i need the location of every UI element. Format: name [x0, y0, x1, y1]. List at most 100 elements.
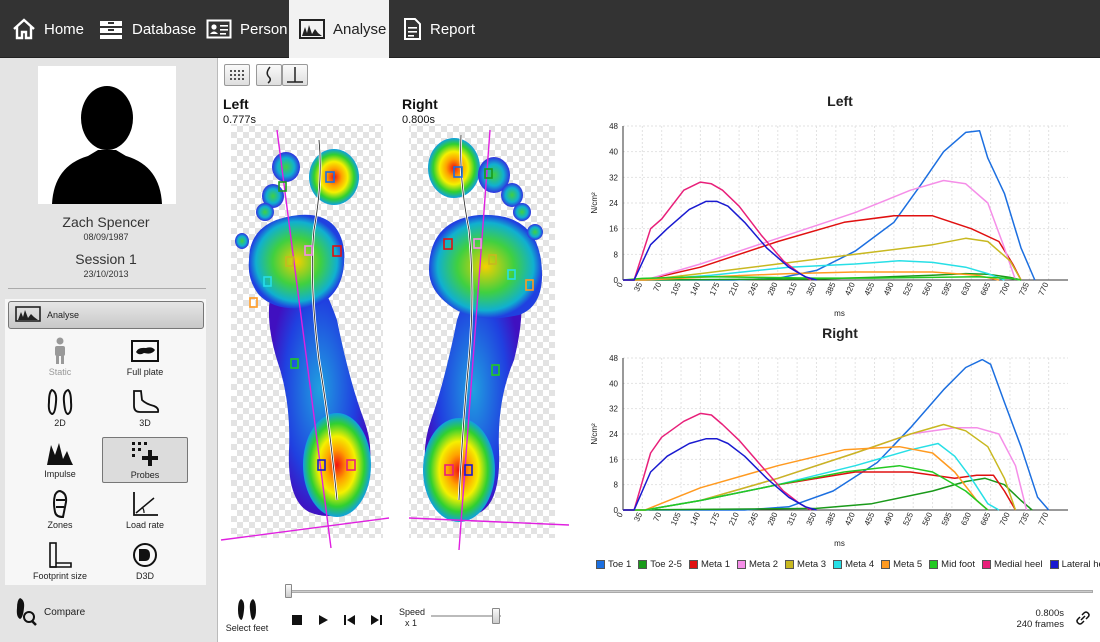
next-frame-button[interactable]	[369, 613, 383, 625]
x-tick-label: 210	[727, 281, 741, 297]
series-line-lateral-heel	[623, 438, 817, 511]
y-tick-label: 32	[609, 173, 618, 182]
tab-analyse[interactable]: Analyse	[289, 0, 389, 58]
speed-slider[interactable]	[431, 608, 501, 624]
tab-report-label: Report	[430, 20, 476, 38]
tool-zones-label: Zones	[47, 520, 73, 530]
playback-frames: 240 frames	[1016, 619, 1064, 630]
x-axis-label: ms	[834, 539, 845, 548]
right-foot-title: Right	[402, 96, 438, 112]
legend-swatch	[881, 560, 891, 569]
axis-button[interactable]	[282, 64, 308, 86]
tab-report[interactable]: Report	[392, 0, 485, 58]
y-tick-label: 0	[614, 506, 619, 515]
x-tick-label: 140	[688, 281, 702, 297]
legend-swatch	[596, 560, 605, 569]
tool-probes[interactable]: Probes	[102, 437, 188, 483]
skip-back-icon	[343, 613, 357, 630]
tool-full-plate-label: Full plate	[126, 367, 164, 377]
compare-button[interactable]: Compare	[12, 596, 85, 629]
left-foot-time: 0.777s	[223, 114, 257, 126]
y-tick-label: 40	[609, 148, 618, 157]
speed-handle[interactable]	[491, 608, 500, 624]
tool-load-rate-label: Load rate	[125, 520, 165, 530]
legend-item: Lateral heel	[1049, 559, 1100, 570]
series-line-lateral-heel	[623, 200, 817, 281]
tool-2d[interactable]: 2D	[17, 386, 103, 430]
link-button[interactable]	[1076, 611, 1090, 630]
playback-time: 0.800s	[1035, 608, 1064, 619]
load-rate-icon	[102, 490, 188, 518]
tab-analyse-label: Analyse	[333, 20, 387, 38]
playback-bar: Select feet Speed x 1 0.800s 240 frames	[219, 577, 1100, 642]
tool-static[interactable]: Static	[17, 335, 103, 379]
tab-home[interactable]: Home	[2, 0, 94, 58]
gait-line-button[interactable]	[256, 64, 282, 86]
tool-static-label: Static	[48, 367, 72, 377]
y-tick-label: 8	[614, 250, 619, 259]
compare-icon	[12, 596, 38, 629]
zones-icon	[17, 490, 103, 518]
y-tick-label: 24	[609, 430, 618, 439]
tab-person[interactable]: Person	[196, 0, 298, 58]
legend-item: Toe 2-5	[638, 559, 682, 570]
x-tick-label: 455	[863, 281, 877, 297]
right-chart-title: Right	[822, 325, 858, 341]
play-icon	[317, 613, 329, 630]
x-tick-label: 140	[688, 511, 702, 527]
series-line-meta-5	[623, 271, 1000, 281]
stop-button[interactable]	[291, 613, 303, 625]
select-feet-button[interactable]: Select feet	[223, 597, 271, 633]
analyse-button[interactable]: Analyse	[8, 301, 204, 329]
analyse-icon	[299, 19, 325, 39]
compare-label: Compare	[44, 607, 86, 618]
legend-swatch	[833, 560, 843, 569]
tab-database[interactable]: Database	[88, 0, 206, 58]
series-line-meta-5	[623, 445, 989, 511]
play-button[interactable]	[317, 613, 329, 625]
legend-item: Meta 1	[688, 559, 730, 570]
divider	[8, 288, 206, 289]
series-line-meta-3	[623, 237, 1022, 281]
tool-impulse-label: Impulse	[44, 469, 76, 479]
timeline-track	[285, 590, 1093, 593]
series-line-toe-2-5	[622, 477, 1033, 511]
x-tick-label: 700	[998, 281, 1012, 297]
left-footprint	[220, 129, 390, 549]
legend-label: Meta 5	[893, 559, 923, 570]
series-line-meta-2	[623, 179, 1017, 281]
link-icon	[1076, 611, 1090, 629]
tool-footprint-size-label: Footprint size	[32, 571, 88, 581]
series-line-toe-1	[623, 358, 1050, 511]
tool-zones[interactable]: Zones	[17, 488, 103, 532]
x-tick-label: 70	[652, 511, 664, 523]
feet-icon	[223, 597, 271, 623]
timeline-handle[interactable]	[285, 584, 292, 598]
analysis-tools-panel: Analyse Static Full plate 2D 3D Impulse …	[5, 299, 206, 585]
legend-item: Meta 4	[833, 559, 874, 570]
x-tick-label: 350	[804, 511, 818, 527]
tool-d3d-label: D3D	[135, 571, 154, 581]
legend-label: Meta 2	[748, 559, 779, 570]
series-line-meta-2	[623, 426, 1028, 511]
tool-full-plate[interactable]: Full plate	[102, 335, 188, 379]
tool-footprint-size[interactable]: Footprint size	[17, 539, 103, 583]
axis-icon	[283, 67, 307, 89]
tool-d3d[interactable]: D3D	[102, 539, 188, 583]
x-tick-label: 385	[824, 511, 838, 527]
x-tick-label: 315	[785, 511, 799, 527]
x-tick-label: 35	[632, 511, 644, 523]
grid-dots-icon	[225, 70, 249, 89]
tool-load-rate[interactable]: Load rate	[102, 488, 188, 532]
grid-view-button[interactable]	[224, 64, 250, 86]
report-icon	[402, 17, 422, 41]
tool-3d[interactable]: 3D	[102, 386, 188, 430]
timeline-slider[interactable]	[285, 584, 1093, 598]
y-tick-label: 48	[609, 354, 618, 363]
tool-impulse[interactable]: Impulse	[17, 437, 103, 481]
chart-legend: Toe 1 Toe 2-5 Meta 1 Meta 2 Meta 3 Meta 4 Meta…	[596, 559, 1100, 570]
x-tick-label: 665	[979, 281, 993, 297]
x-tick-label: 665	[979, 511, 993, 527]
x-tick-label: 525	[901, 511, 915, 527]
previous-frame-button[interactable]	[343, 613, 357, 625]
